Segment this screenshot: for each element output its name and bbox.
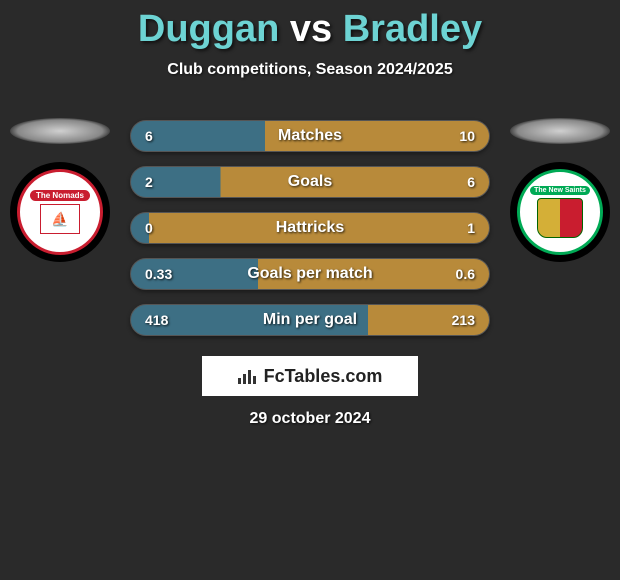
player1-name: Duggan [138, 8, 279, 50]
team-right-name: The New Saints [530, 186, 590, 195]
branding-box: FcTables.com [202, 356, 418, 396]
stat-value-left: 0 [145, 220, 153, 236]
team-right-zone: The New Saints [510, 118, 610, 262]
stat-row: 418 Min per goal 213 [130, 304, 490, 336]
stat-label: Matches [278, 127, 342, 145]
shield-icon [537, 198, 583, 238]
stat-value-right: 10 [459, 128, 475, 144]
stat-value-left: 2 [145, 174, 153, 190]
team-left-zone: The Nomads ⛵ [10, 118, 110, 262]
branding-text: FcTables.com [264, 366, 383, 387]
stat-label: Hattricks [276, 219, 344, 237]
shadow-ellipse-left [10, 118, 110, 144]
bar-chart-icon [238, 368, 260, 384]
vs-text: vs [290, 8, 332, 50]
stat-row: 2 Goals 6 [130, 166, 490, 198]
stat-value-left: 0.33 [145, 266, 172, 282]
shadow-ellipse-right [510, 118, 610, 144]
stat-value-left: 418 [145, 312, 168, 328]
player2-name: Bradley [343, 8, 482, 50]
stat-value-right: 6 [467, 174, 475, 190]
stat-label: Goals [288, 173, 332, 191]
stat-row: 0.33 Goals per match 0.6 [130, 258, 490, 290]
stat-value-right: 213 [452, 312, 475, 328]
team-right-crest: The New Saints [510, 162, 610, 262]
comparison-title: Duggan vs Bradley [0, 0, 620, 51]
subtitle: Club competitions, Season 2024/2025 [0, 61, 620, 79]
stat-value-left: 6 [145, 128, 153, 144]
stat-value-right: 1 [467, 220, 475, 236]
stat-label: Goals per match [247, 265, 372, 283]
team-left-name: The Nomads [30, 190, 90, 201]
stat-row: 6 Matches 10 [130, 120, 490, 152]
stat-row: 0 Hattricks 1 [130, 212, 490, 244]
ship-icon: ⛵ [40, 204, 80, 234]
stat-value-right: 0.6 [456, 266, 475, 282]
stat-label: Min per goal [263, 311, 357, 329]
team-left-crest: The Nomads ⛵ [10, 162, 110, 262]
stats-container: 6 Matches 10 2 Goals 6 0 Hattricks 1 0.33 Goals pe… [130, 120, 490, 336]
date-text: 29 october 2024 [250, 410, 371, 428]
